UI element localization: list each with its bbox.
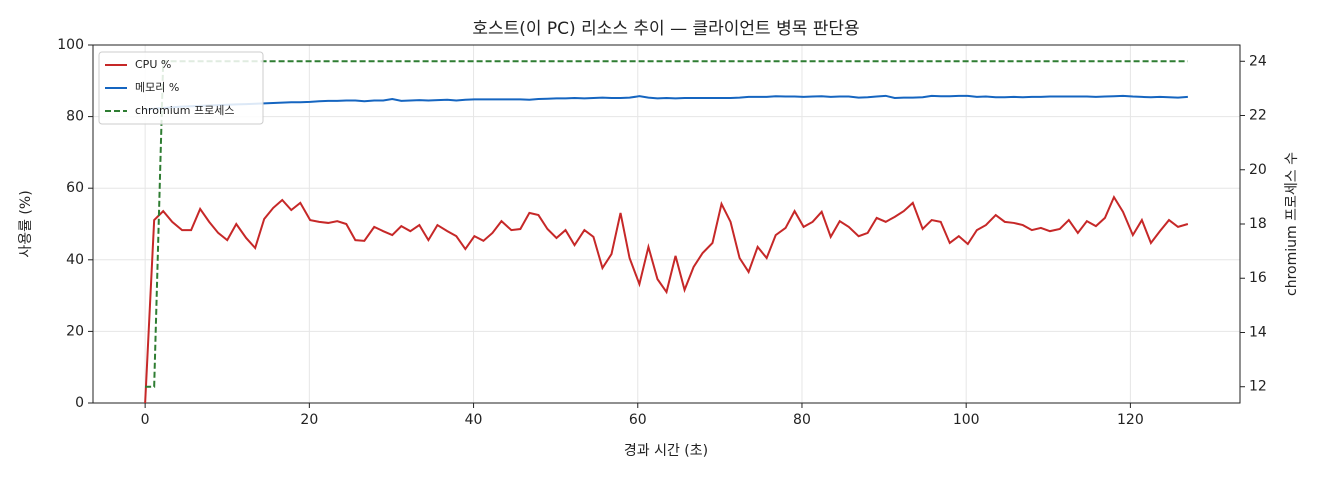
y2-tick-label: 14 bbox=[1249, 324, 1267, 340]
legend-label: 메모리 % bbox=[135, 81, 179, 94]
x-tick-label: 20 bbox=[300, 412, 318, 428]
y-axis-label: 사용률 (%) bbox=[18, 190, 34, 257]
x-tick-label: 0 bbox=[141, 412, 150, 428]
y-tick-label: 40 bbox=[66, 252, 84, 268]
chart-title: 호스트(이 PC) 리소스 추이 — 클라이언트 병목 판단용 bbox=[472, 19, 859, 39]
y-tick-label: 60 bbox=[66, 180, 84, 196]
y2-tick-label: 22 bbox=[1249, 108, 1267, 124]
y-tick-label: 80 bbox=[66, 109, 84, 125]
legend-label: chromium 프로세스 bbox=[135, 104, 234, 117]
y2-axis-label: chromium 프로세스 수 bbox=[1284, 152, 1300, 296]
y2-tick-label: 16 bbox=[1249, 270, 1267, 286]
legend: CPU % 메모리 % chromium 프로세스 bbox=[98, 51, 264, 125]
x-axis-label: 경과 시간 (초) bbox=[624, 443, 708, 459]
x-tick-label: 100 bbox=[953, 412, 980, 428]
series-line bbox=[145, 60, 1188, 388]
x-tick-label: 60 bbox=[629, 412, 647, 428]
series-line bbox=[145, 94, 1188, 111]
y2-tick-label: 20 bbox=[1249, 162, 1267, 178]
legend-box bbox=[98, 51, 264, 125]
x-tick-label: 40 bbox=[465, 412, 483, 428]
legend-label: CPU % bbox=[135, 58, 171, 71]
y-tick-label: 100 bbox=[57, 37, 84, 53]
x-tick-label: 120 bbox=[1117, 412, 1144, 428]
series-line bbox=[144, 194, 1189, 404]
y-tick-label: 20 bbox=[66, 323, 84, 339]
y2-tick-label: 12 bbox=[1249, 379, 1267, 395]
x-tick-label: 80 bbox=[793, 412, 811, 428]
plot-frame bbox=[92, 44, 1241, 404]
y2-tick-label: 18 bbox=[1249, 216, 1267, 232]
y-tick-label: 0 bbox=[75, 395, 84, 411]
y2-tick-label: 24 bbox=[1249, 53, 1267, 69]
